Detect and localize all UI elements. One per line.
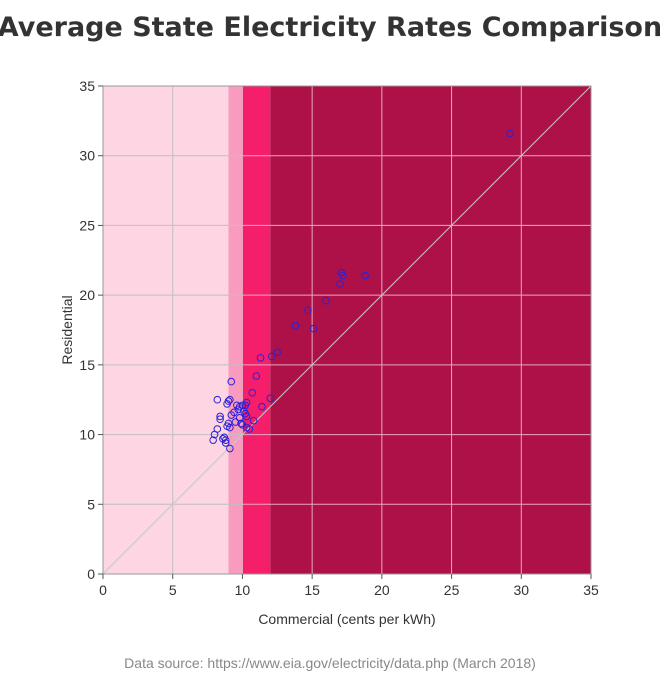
x-tick-label: 0	[99, 582, 107, 598]
data-point	[210, 430, 219, 439]
diagonal-reference-line	[102, 85, 592, 575]
data-point	[226, 444, 234, 453]
data-point	[336, 280, 344, 288]
data-point	[235, 414, 244, 422]
background-band-0	[103, 86, 229, 574]
data-point	[221, 439, 230, 447]
x-tick-label: 10	[235, 582, 251, 598]
background-band-3	[270, 86, 591, 574]
data-point	[227, 377, 236, 386]
data-point	[309, 324, 318, 333]
data-point	[245, 425, 254, 433]
data-point	[252, 372, 261, 380]
data-point	[291, 322, 300, 330]
y-tick-label: 5	[87, 496, 95, 512]
data-point	[339, 271, 347, 280]
y-axis-ticks: 0 5 10 15 20 25 30 35	[79, 78, 103, 582]
data-point	[267, 352, 276, 361]
data-point	[227, 411, 236, 419]
background-bands	[103, 86, 591, 574]
x-axis-ticks: 0 5 10 15 20 25 30 35	[99, 574, 599, 598]
gridlines	[103, 86, 591, 574]
chart-title: Average State Electricity Rates Comparis…	[0, 12, 660, 43]
x-tick-label: 15	[304, 582, 320, 598]
x-tick-label: 30	[513, 582, 529, 598]
data-point	[266, 394, 275, 403]
data-point	[273, 348, 282, 357]
data-point	[241, 401, 250, 410]
data-points	[209, 129, 514, 453]
data-point	[237, 419, 245, 428]
y-tick-label: 35	[79, 78, 95, 94]
data-point	[322, 296, 330, 305]
background-band-2	[242, 86, 271, 574]
y-tick-label: 10	[79, 427, 95, 443]
x-tick-label: 20	[374, 582, 390, 598]
data-point	[233, 401, 241, 410]
data-point	[224, 397, 233, 405]
x-axis-label: Commercial (cents per kWh)	[258, 611, 435, 627]
plot-area	[102, 85, 592, 575]
y-tick-label: 0	[87, 566, 95, 582]
data-point	[213, 395, 222, 404]
data-point	[226, 423, 234, 432]
data-point	[249, 416, 258, 425]
data-point	[506, 129, 514, 138]
y-tick-label: 25	[79, 217, 95, 233]
x-tick-label: 35	[583, 582, 599, 598]
y-tick-label: 30	[79, 148, 95, 164]
y-tick-label: 20	[79, 287, 95, 303]
x-tick-label: 25	[444, 582, 460, 598]
data-point	[209, 436, 217, 444]
data-point	[304, 306, 312, 315]
data-point	[242, 412, 251, 421]
data-source-note: Data source: https://www.eia.gov/electri…	[124, 655, 536, 671]
data-point	[258, 402, 266, 411]
data-point	[216, 412, 224, 421]
data-point	[216, 415, 224, 424]
plot-frame	[102, 85, 592, 575]
y-axis-label: Residential	[59, 295, 75, 364]
data-point	[361, 271, 369, 280]
x-tick-label: 5	[169, 582, 177, 598]
data-point	[221, 436, 230, 444]
background-band-1	[228, 86, 243, 574]
data-point	[248, 388, 256, 397]
data-point	[256, 354, 265, 362]
data-point	[231, 418, 240, 426]
y-tick-label: 15	[79, 357, 95, 373]
